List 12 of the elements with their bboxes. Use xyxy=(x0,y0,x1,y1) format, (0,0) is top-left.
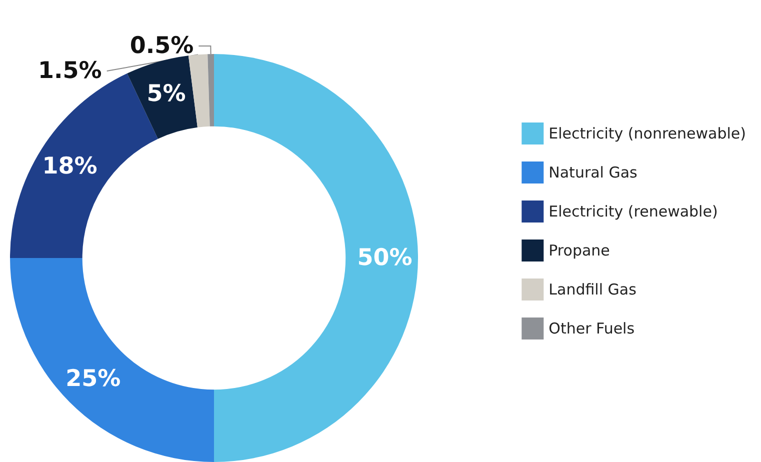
legend-label: Landfill Gas xyxy=(548,280,637,298)
data-label: 0.5% xyxy=(130,33,194,60)
data-label: 25% xyxy=(66,366,121,392)
legend-label: Other Fuels xyxy=(548,320,635,338)
data-label: 1.5% xyxy=(38,58,102,84)
data-label: 18% xyxy=(42,153,98,180)
data-label: 5% xyxy=(146,80,186,107)
legend-label: Electricity (renewable) xyxy=(548,202,718,220)
legend-label: Electricity (nonrenewable) xyxy=(548,124,746,142)
data-label: 50% xyxy=(357,245,412,271)
legend-label: Propane xyxy=(548,242,610,260)
legend-label: Natural Gas xyxy=(548,164,638,182)
